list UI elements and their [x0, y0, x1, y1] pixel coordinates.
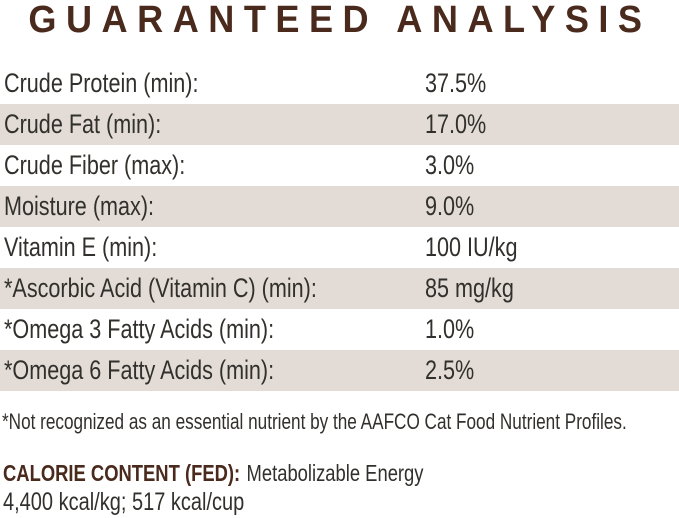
nutrient-value: 17.0% — [425, 109, 487, 139]
energy-values: 4,400 kcal/kg; 517 kcal/cup — [3, 488, 245, 516]
calorie-content-line: CALORIE CONTENT (FED): Metabolizable Ener… — [3, 460, 423, 486]
nutrient-label: Vitamin E (min): — [4, 232, 158, 262]
table-row: Moisture (max): 9.0% — [0, 186, 679, 227]
table-row: *Omega 3 Fatty Acids (min): 1.0% — [0, 309, 679, 350]
table-row: Crude Fiber (max): 3.0% — [0, 145, 679, 186]
nutrient-value: 3.0% — [425, 150, 475, 180]
table-row: Crude Protein (min): 37.5% — [0, 63, 679, 104]
table-row: *Ascorbic Acid (Vitamin C) (min): 85 mg/… — [0, 268, 679, 309]
nutrient-value: 1.0% — [425, 314, 475, 344]
footnote: *Not recognized as an essential nutrient… — [2, 409, 627, 434]
table-row: *Omega 6 Fatty Acids (min): 2.5% — [0, 350, 679, 391]
table-row: Vitamin E (min): 100 IU/kg — [0, 227, 679, 268]
page-title-text: GUARANTEED ANALYSIS — [27, 0, 652, 41]
calorie-content-heading: CALORIE CONTENT (FED): — [3, 460, 241, 486]
nutrient-value: 85 mg/kg — [425, 273, 514, 303]
nutrient-label: *Omega 3 Fatty Acids (min): — [4, 314, 275, 344]
nutrient-value: 100 IU/kg — [425, 232, 518, 262]
nutrient-label: *Omega 6 Fatty Acids (min): — [4, 355, 275, 385]
calorie-content-description: Metabolizable Energy — [246, 460, 424, 486]
nutrient-label: Crude Fiber (max): — [4, 150, 186, 180]
nutrient-value: 9.0% — [425, 191, 475, 221]
nutrient-label: Crude Protein (min): — [4, 68, 199, 98]
nutrient-label: Moisture (max): — [4, 191, 155, 221]
guaranteed-analysis-table: Crude Protein (min): 37.5% Crude Fat (mi… — [0, 63, 679, 391]
nutrient-value: 2.5% — [425, 355, 475, 385]
nutrient-value: 37.5% — [425, 68, 487, 98]
page-title: GUARANTEED ANALYSIS — [0, 0, 679, 42]
table-row: Crude Fat (min): 17.0% — [0, 104, 679, 145]
nutrient-label: Crude Fat (min): — [4, 109, 162, 139]
nutrient-label: *Ascorbic Acid (Vitamin C) (min): — [4, 273, 317, 303]
